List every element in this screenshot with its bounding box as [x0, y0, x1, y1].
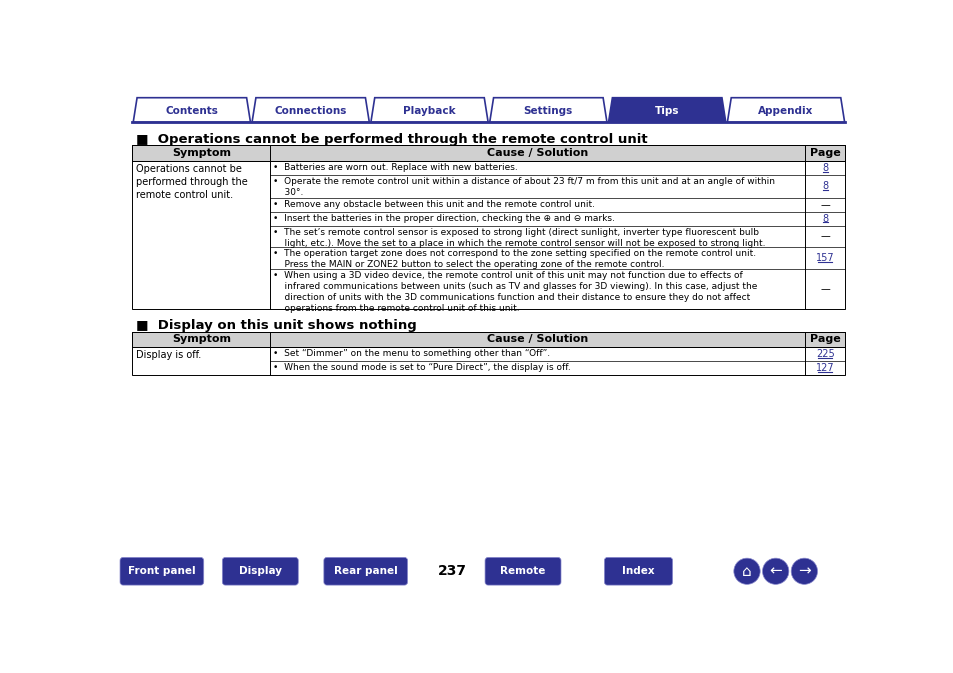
- Bar: [132, 212, 844, 225]
- Text: Page: Page: [809, 148, 840, 158]
- Circle shape: [761, 558, 788, 584]
- Bar: [132, 161, 844, 175]
- Text: •  The set’s remote control sensor is exposed to strong light (direct sunlight, : • The set’s remote control sensor is exp…: [274, 228, 765, 248]
- Bar: [132, 225, 844, 247]
- Text: Connections: Connections: [274, 106, 347, 116]
- Bar: [132, 198, 844, 212]
- Text: Tips: Tips: [655, 106, 679, 116]
- Text: 8: 8: [821, 163, 827, 173]
- Text: •  Insert the batteries in the proper direction, checking the ⊕ and ⊖ marks.: • Insert the batteries in the proper dir…: [274, 214, 615, 223]
- Text: Symptom: Symptom: [172, 148, 231, 158]
- Text: Display is off.: Display is off.: [135, 350, 200, 360]
- Polygon shape: [608, 98, 725, 122]
- Text: Rear panel: Rear panel: [334, 566, 397, 576]
- Text: Front panel: Front panel: [128, 566, 195, 576]
- Polygon shape: [252, 98, 369, 122]
- Text: Operations cannot be
performed through the
remote control unit.: Operations cannot be performed through t…: [135, 164, 247, 201]
- Polygon shape: [726, 98, 843, 122]
- Bar: [132, 161, 844, 309]
- Bar: [132, 332, 844, 347]
- Text: 225: 225: [815, 349, 834, 359]
- Text: •  Remove any obstacle between this unit and the remote control unit.: • Remove any obstacle between this unit …: [274, 200, 595, 209]
- Circle shape: [790, 558, 817, 584]
- Text: •  When the sound mode is set to “Pure Direct”, the display is off.: • When the sound mode is set to “Pure Di…: [274, 363, 571, 372]
- FancyBboxPatch shape: [604, 557, 672, 585]
- Text: Settings: Settings: [523, 106, 573, 116]
- Text: •  Set “Dimmer” on the menu to something other than “Off”.: • Set “Dimmer” on the menu to something …: [274, 349, 550, 359]
- Text: Cause / Solution: Cause / Solution: [487, 334, 588, 345]
- Text: Contents: Contents: [165, 106, 218, 116]
- Bar: [132, 361, 844, 375]
- Text: •  Batteries are worn out. Replace with new batteries.: • Batteries are worn out. Replace with n…: [274, 163, 517, 172]
- Text: —: —: [820, 232, 829, 242]
- Text: Index: Index: [621, 566, 654, 576]
- Bar: [132, 145, 844, 161]
- Text: Display: Display: [238, 566, 281, 576]
- Text: Symptom: Symptom: [172, 334, 231, 345]
- Bar: [132, 332, 844, 347]
- Text: Appendix: Appendix: [758, 106, 813, 116]
- Circle shape: [733, 558, 760, 584]
- Polygon shape: [489, 98, 606, 122]
- Text: ⌂: ⌂: [741, 564, 751, 579]
- Text: —: —: [820, 283, 829, 293]
- Text: ■  Display on this unit shows nothing: ■ Display on this unit shows nothing: [136, 319, 416, 332]
- Polygon shape: [133, 98, 251, 122]
- Text: Page: Page: [809, 334, 840, 345]
- Bar: [132, 175, 844, 198]
- Text: 157: 157: [815, 253, 834, 263]
- FancyBboxPatch shape: [323, 557, 407, 585]
- FancyBboxPatch shape: [120, 557, 204, 585]
- Bar: [132, 247, 844, 269]
- Text: ←: ←: [768, 564, 781, 579]
- Text: 8: 8: [821, 181, 827, 191]
- FancyBboxPatch shape: [484, 557, 560, 585]
- Text: •  Operate the remote control unit within a distance of about 23 ft/7 m from thi: • Operate the remote control unit within…: [274, 177, 775, 197]
- Text: Remote: Remote: [499, 566, 545, 576]
- Text: Cause / Solution: Cause / Solution: [487, 148, 588, 158]
- Text: —: —: [820, 200, 829, 210]
- Text: •  The operation target zone does not correspond to the zone setting specified o: • The operation target zone does not cor…: [274, 250, 756, 269]
- Bar: [132, 269, 844, 309]
- Text: 127: 127: [815, 363, 834, 373]
- Bar: [132, 145, 844, 161]
- Bar: [132, 347, 844, 375]
- Text: 8: 8: [821, 213, 827, 223]
- Text: 237: 237: [437, 564, 467, 578]
- Text: ■  Operations cannot be performed through the remote control unit: ■ Operations cannot be performed through…: [136, 133, 647, 146]
- Text: →: →: [797, 564, 810, 579]
- Text: Playback: Playback: [403, 106, 456, 116]
- Bar: [132, 347, 844, 361]
- FancyBboxPatch shape: [222, 557, 298, 585]
- Text: •  When using a 3D video device, the remote control unit of this unit may not fu: • When using a 3D video device, the remo…: [274, 271, 757, 313]
- Polygon shape: [371, 98, 488, 122]
